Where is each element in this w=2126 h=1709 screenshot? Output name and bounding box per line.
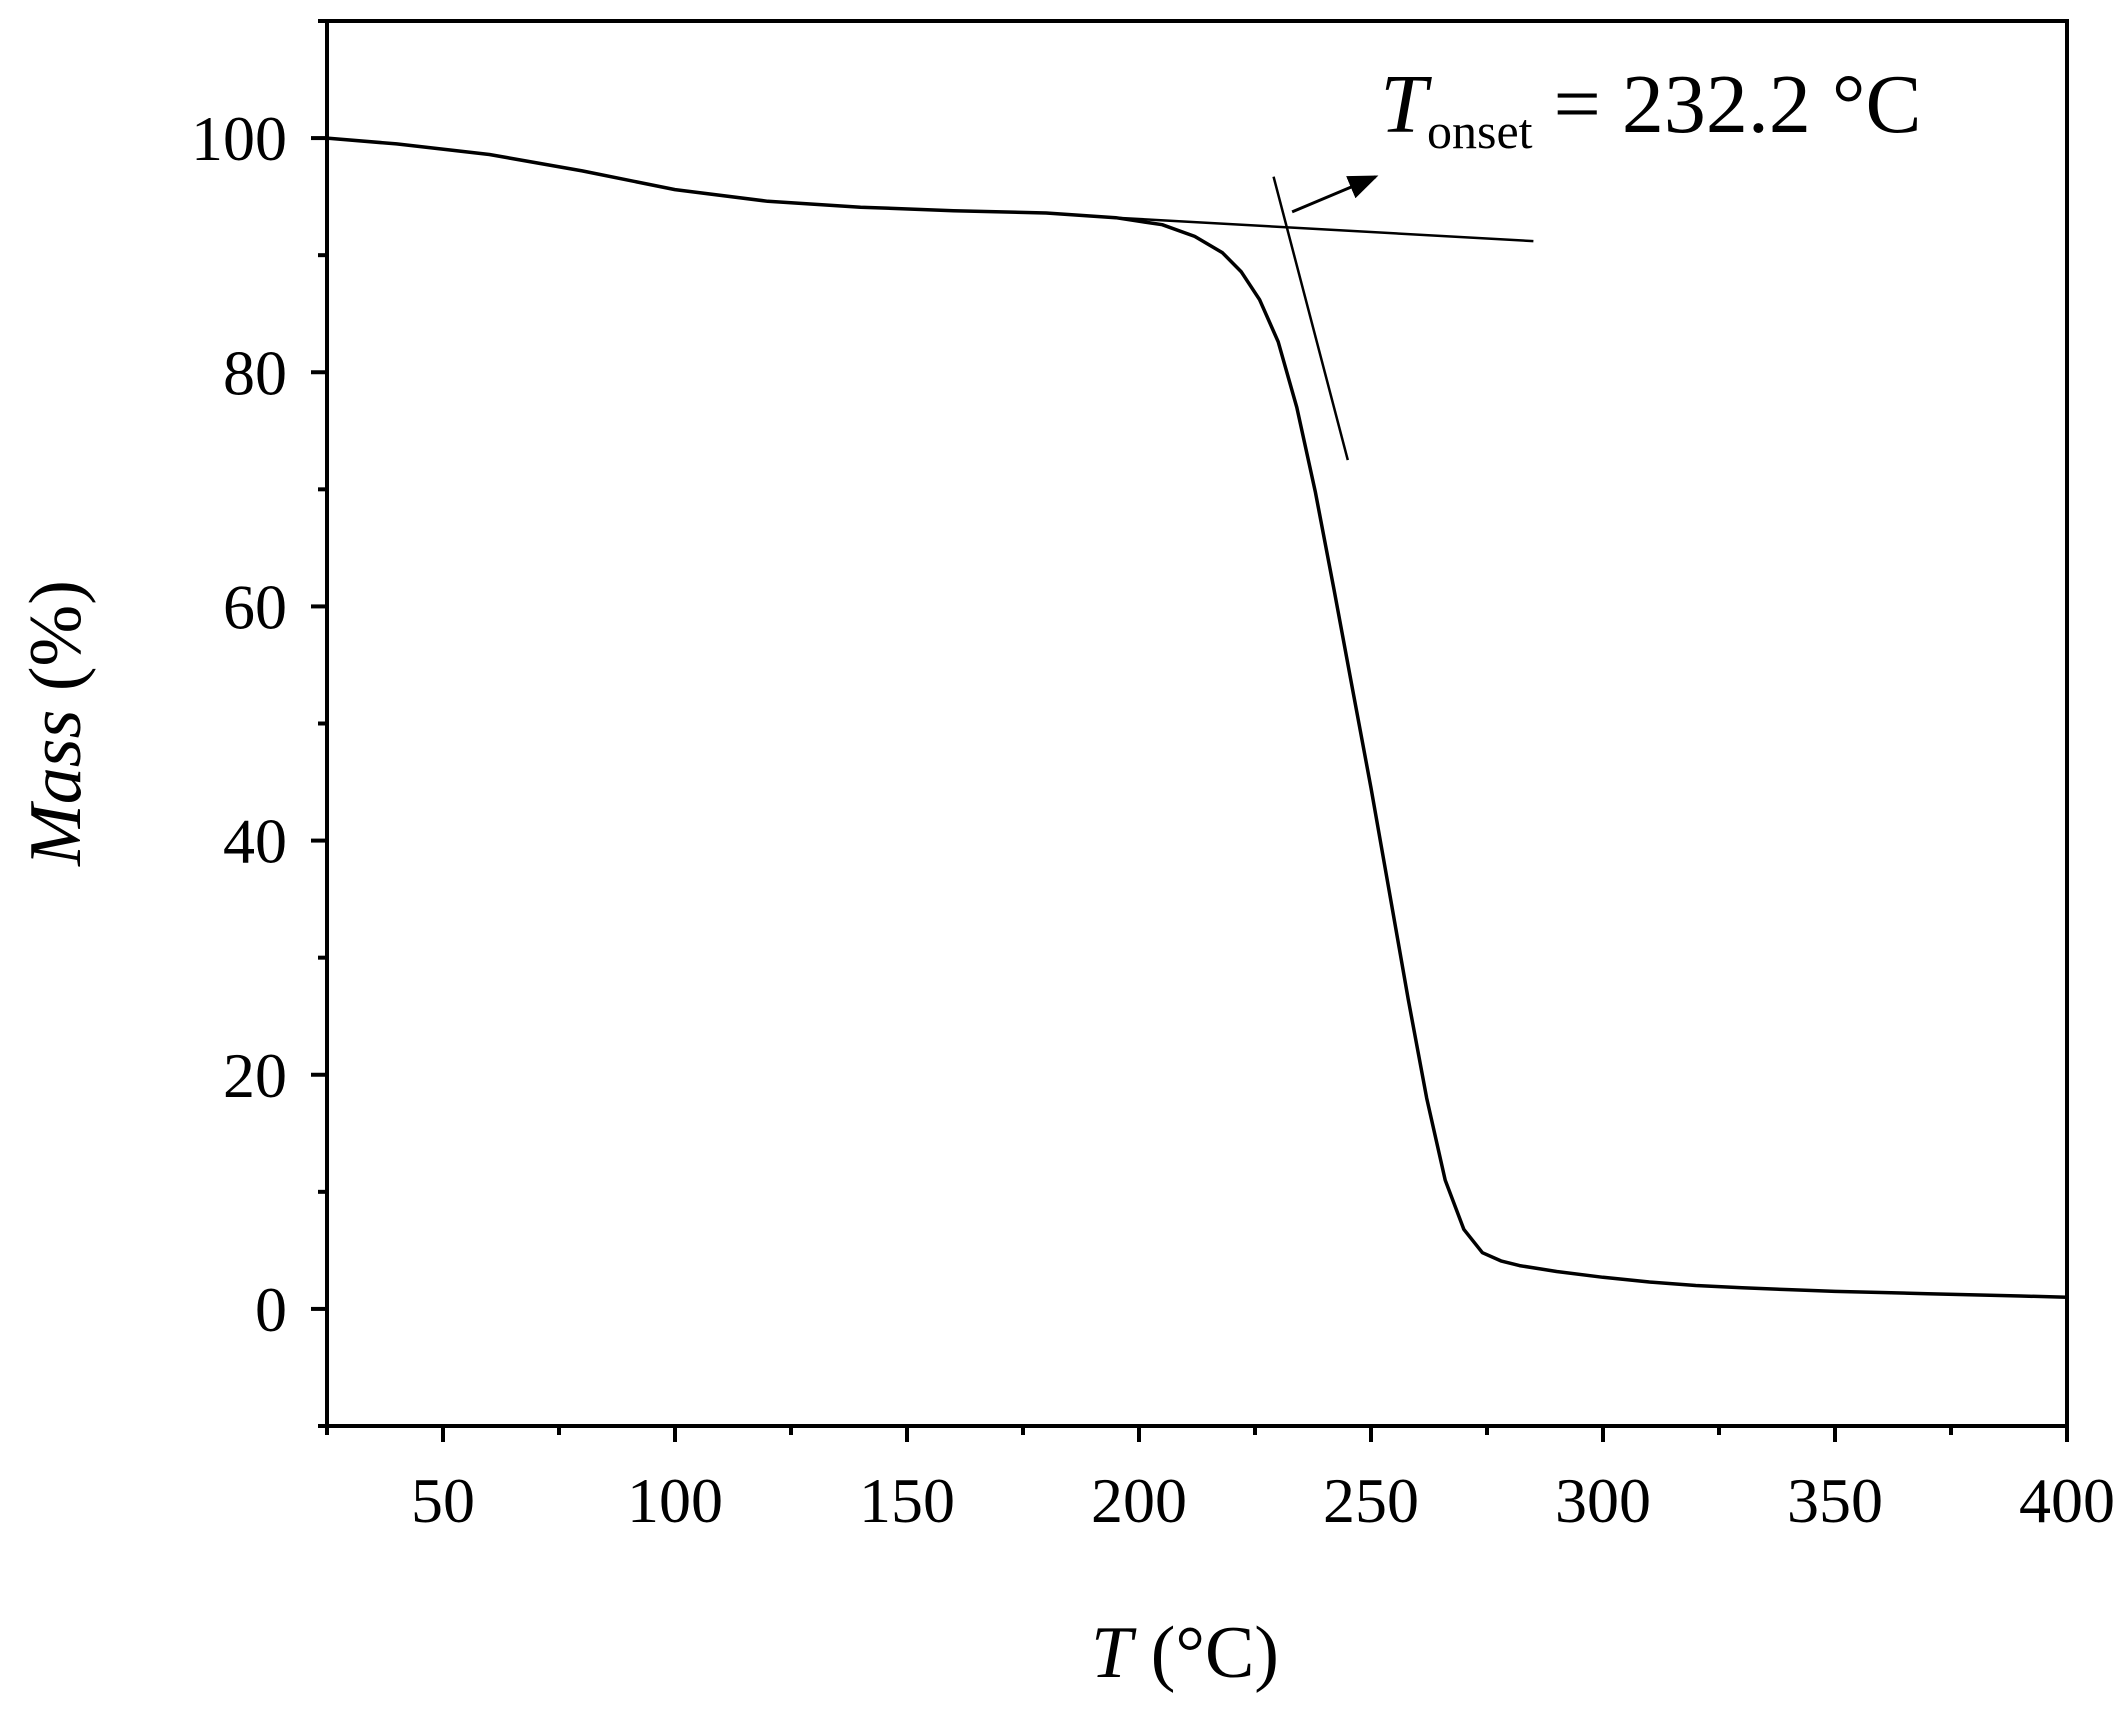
tangent-line	[1272, 176, 1350, 461]
x-tick-label: 400	[2019, 1465, 2115, 1536]
x-axis-title: T (°C)	[1091, 1612, 1279, 1694]
x-axis-var: T	[1091, 1612, 1137, 1694]
y-axis-unit: (%)	[15, 580, 97, 709]
plot-frame	[325, 19, 2069, 1428]
x-tick-label: 50	[411, 1465, 475, 1536]
y-tick-label: 0	[255, 1274, 287, 1345]
onset-sub: onset	[1427, 103, 1533, 159]
tangent-lines	[1115, 176, 1534, 461]
y-axis: 0 20 40 60 80 100	[191, 19, 327, 1428]
x-tick-label: 100	[627, 1465, 723, 1536]
x-tick-label: 200	[1091, 1465, 1187, 1536]
onset-annotation: Tonset = 232.2 °C	[1380, 58, 1921, 159]
onset-value: = 232.2 °C	[1533, 58, 1922, 151]
x-axis: 50 100 150 200 250 300 350 400	[325, 1426, 2115, 1536]
x-axis-unit: (°C)	[1132, 1612, 1279, 1694]
x-tick-label: 150	[859, 1465, 955, 1536]
mass-curve	[326, 136, 2068, 1299]
y-tick-label: 40	[223, 806, 287, 877]
y-tick-label: 20	[223, 1040, 287, 1111]
tangent-line	[1115, 216, 1534, 243]
x-tick-label: 300	[1555, 1465, 1651, 1536]
x-tick-label: 250	[1323, 1465, 1419, 1536]
y-axis-var: Mass	[15, 710, 97, 867]
y-tick-label: 100	[191, 103, 287, 174]
y-tick-label: 60	[223, 571, 287, 642]
x-tick-label: 350	[1787, 1465, 1883, 1536]
onset-var: T	[1380, 58, 1432, 151]
y-axis-title: Mass (%)	[15, 580, 97, 867]
y-tick-label: 80	[223, 337, 287, 408]
onset-arrow	[1291, 175, 1379, 214]
